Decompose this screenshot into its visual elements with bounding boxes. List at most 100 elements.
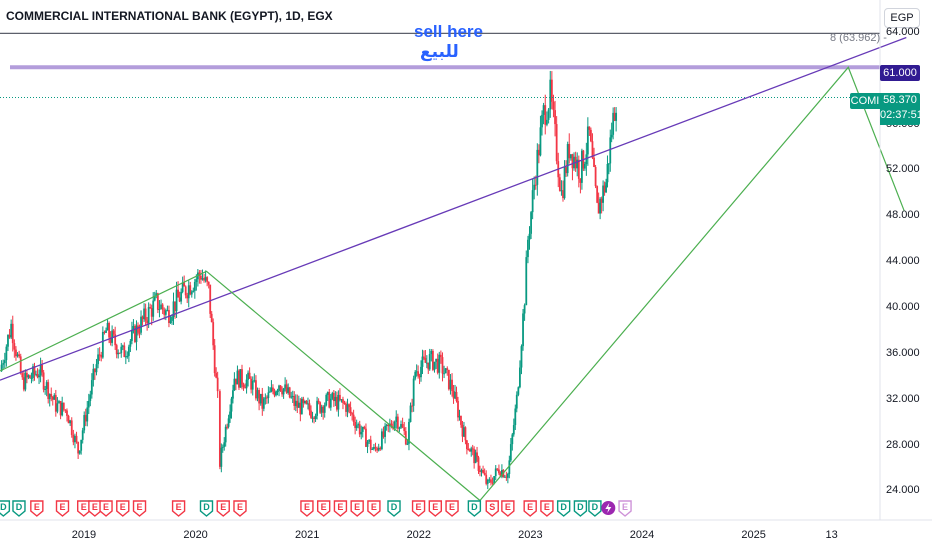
candle-body — [147, 307, 150, 324]
candle-body — [69, 420, 72, 424]
candle-body — [505, 476, 508, 478]
candle-body — [152, 300, 155, 317]
candle-body — [348, 404, 350, 408]
sell-here-annotation: sell here — [414, 22, 483, 41]
candle-body — [98, 354, 101, 356]
candle-body — [474, 452, 477, 464]
candle-body — [48, 393, 51, 400]
candle-body — [414, 371, 417, 379]
candle-body — [296, 400, 299, 408]
candle-body — [463, 427, 465, 437]
candle-body — [259, 393, 262, 404]
earnings-marker — [428, 500, 443, 517]
future-earnings-marker — [618, 500, 632, 517]
candle-body — [302, 398, 305, 403]
candle-body — [273, 391, 276, 396]
candle-body — [251, 380, 254, 390]
currency-button[interactable]: EGP — [884, 8, 920, 28]
candle-body — [209, 284, 212, 314]
price-tick-label: 24.000 — [886, 484, 920, 497]
candle-body — [161, 304, 164, 310]
candle-body — [29, 375, 31, 379]
candle-body — [465, 440, 468, 450]
candle-body — [401, 424, 404, 428]
earnings-marker — [233, 500, 247, 517]
candle-body — [536, 149, 539, 185]
candle-body — [470, 448, 473, 452]
candle-body — [379, 447, 382, 450]
candle-body — [411, 405, 413, 407]
candle-body — [566, 144, 569, 174]
candle-body — [400, 424, 402, 428]
candle-body — [325, 394, 328, 406]
candle-body — [420, 366, 422, 378]
candle-body — [221, 446, 224, 448]
candle-body — [33, 366, 36, 375]
candle-body — [106, 323, 109, 331]
candle-body — [494, 468, 497, 477]
candle-body — [552, 101, 555, 111]
lightning-icon — [605, 503, 612, 513]
earnings-marker-letter: E — [92, 502, 98, 512]
candle-body — [279, 385, 282, 391]
candle-body — [607, 163, 610, 165]
candle-body — [501, 469, 503, 477]
candle-body — [603, 185, 606, 193]
candle-body — [371, 448, 374, 450]
dividend-marker-letter: D — [577, 502, 584, 512]
candle-body — [443, 373, 445, 375]
candle-body — [591, 141, 594, 158]
candle-body — [328, 392, 331, 408]
candle-body — [464, 427, 467, 441]
candle-body — [515, 394, 518, 409]
candle-body — [593, 157, 595, 168]
candle-body — [352, 414, 355, 423]
candle-body — [186, 295, 189, 299]
candle-body — [428, 354, 431, 370]
candle-body — [398, 427, 401, 429]
candle-body — [90, 380, 93, 395]
candle-body — [16, 354, 19, 357]
candle-body — [100, 354, 103, 358]
candle-body — [255, 380, 257, 399]
candle-body — [583, 164, 586, 169]
candle-body — [294, 400, 297, 406]
candle-body — [342, 399, 344, 403]
candle-body — [11, 323, 14, 344]
candle-body — [457, 401, 459, 418]
earnings-marker — [411, 500, 426, 517]
candle-body — [373, 447, 375, 449]
candle-body — [124, 356, 127, 358]
chart-title: COMMERCIAL INTERNATIONAL BANK (EGYPT), 1… — [6, 9, 333, 23]
earnings-marker-letter: E — [449, 502, 455, 512]
candle-body — [61, 402, 64, 416]
candle-body — [19, 356, 22, 374]
candle-body — [444, 368, 447, 374]
candle-body — [533, 184, 536, 191]
candle-body — [384, 425, 386, 437]
candle-body — [109, 337, 112, 343]
candle-body — [447, 369, 450, 390]
candle-body — [506, 473, 509, 478]
candle-body — [449, 379, 452, 390]
candle-body — [446, 368, 449, 370]
candle-body — [293, 395, 296, 406]
candle-body — [436, 358, 439, 373]
candle-body — [181, 282, 184, 292]
candle-body — [171, 316, 173, 321]
candle-body — [54, 395, 57, 412]
candle-body — [138, 332, 141, 334]
candle-body — [485, 474, 488, 484]
candle-body — [248, 372, 251, 379]
candle-body — [418, 375, 421, 378]
candle-body — [0, 364, 3, 372]
earnings-marker-letter: E — [432, 502, 438, 512]
candle-body — [59, 401, 62, 416]
candle-body — [528, 233, 531, 240]
candle-body — [565, 167, 568, 174]
price-tick-label: 40.000 — [886, 300, 920, 313]
candle-body — [10, 323, 13, 338]
candle-body — [39, 364, 42, 376]
